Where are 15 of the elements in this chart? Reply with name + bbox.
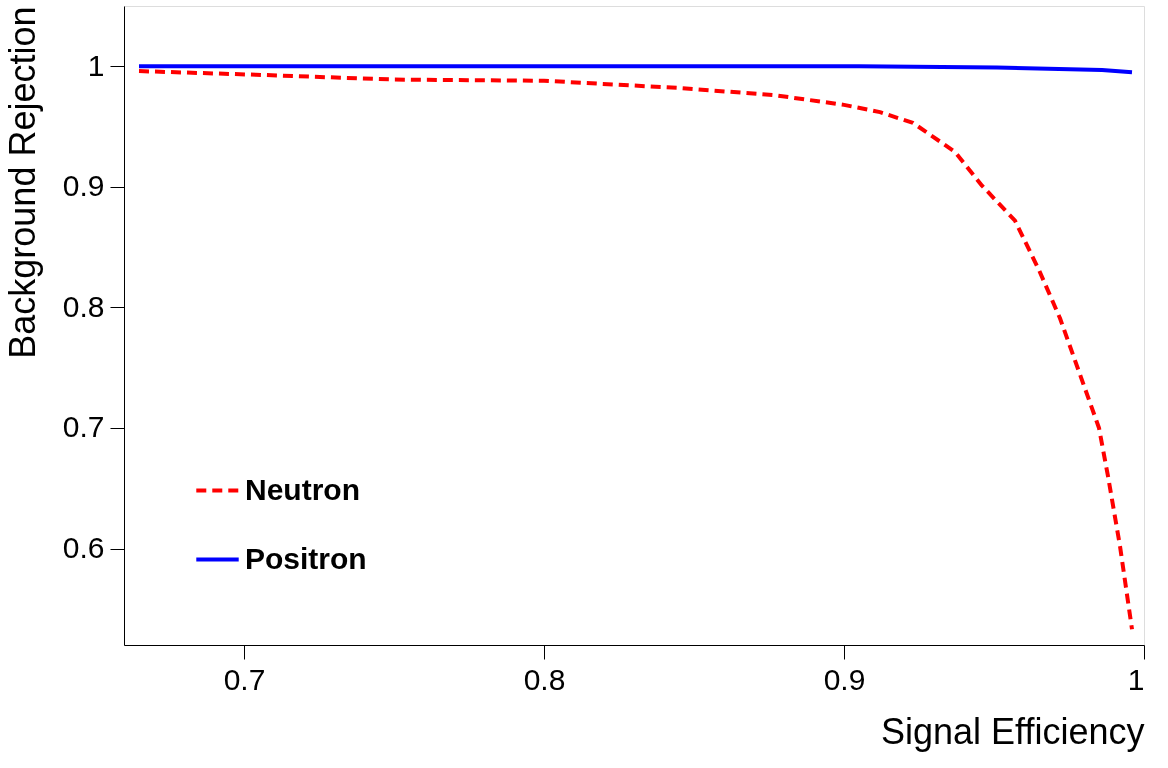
y-tick-label: 0.6 <box>62 531 105 565</box>
y-tick-label: 0.8 <box>62 289 105 323</box>
x-tick-label: 0.7 <box>223 662 266 696</box>
x-tick-label: 0.8 <box>523 662 566 696</box>
line-series <box>137 64 1134 75</box>
x-tick-label: 0.9 <box>823 662 866 696</box>
x-axis-title: Signal Efficiency <box>881 710 1145 752</box>
line-series <box>137 69 1134 632</box>
y-axis-title: Background Rejection <box>1 6 43 359</box>
legend-label: Neutron <box>245 472 360 506</box>
y-tick-label: 0.7 <box>62 410 105 444</box>
y-tick-label: 1 <box>87 48 105 82</box>
x-tick-label: 1 <box>1127 662 1145 696</box>
legend-label: Positron <box>245 541 367 575</box>
y-tick-label: 0.9 <box>62 169 105 203</box>
